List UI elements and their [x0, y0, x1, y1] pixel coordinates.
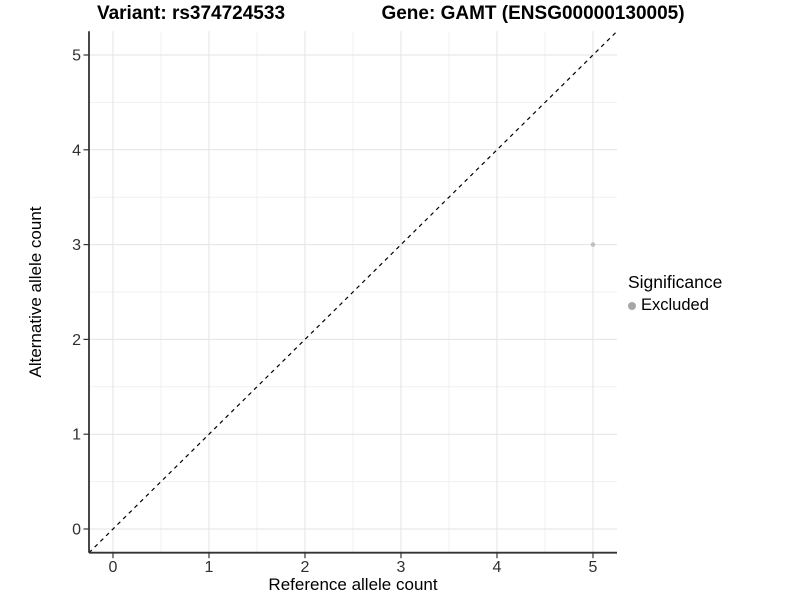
legend-title: Significance	[628, 272, 723, 292]
x-tick-label: 0	[109, 559, 118, 576]
y-tick-label: 5	[72, 48, 81, 65]
y-tick-label: 1	[72, 427, 81, 444]
x-tick-label: 3	[397, 559, 406, 576]
y-tick-label: 2	[72, 332, 81, 349]
legend-entry-excluded: Excluded	[628, 296, 722, 315]
identity-line	[88, 30, 618, 554]
x-axis-title: Reference allele count	[268, 575, 438, 594]
legend-entry-label: Excluded	[641, 296, 709, 314]
y-tick-label: 0	[72, 522, 81, 539]
x-tick-label: 1	[205, 559, 214, 576]
y-axis-title: Alternative allele count	[26, 206, 45, 378]
x-tick-label: 5	[589, 559, 598, 576]
y-tick-label: 4	[72, 142, 81, 159]
plot-title-variant: Variant: rs374724533	[96, 3, 286, 24]
legend: Significance Excluded	[628, 272, 722, 315]
data-point	[590, 242, 596, 247]
y-tick-label: 3	[72, 237, 81, 254]
legend-key-dot	[628, 301, 636, 310]
x-tick-label: 4	[493, 559, 502, 576]
x-tick-label: 2	[301, 559, 310, 576]
plot-title-gene: Gene: GAMT (ENSG00000130005)	[381, 3, 685, 24]
